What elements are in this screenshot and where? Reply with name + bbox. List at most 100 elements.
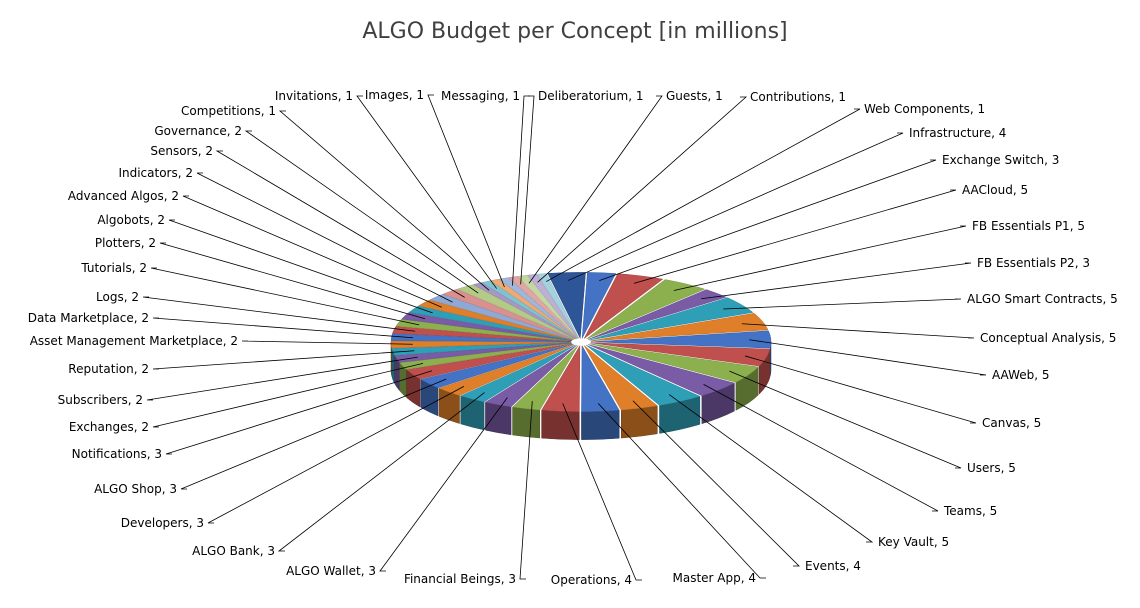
- slice-label: Data Marketplace, 2: [28, 311, 149, 325]
- slice-label: Logs, 2: [96, 290, 139, 304]
- leader-line: [568, 132, 904, 281]
- pie-slice: [442, 289, 575, 340]
- slice-label: Guests, 1: [666, 89, 723, 103]
- leader-line: [159, 242, 426, 320]
- pie-slice: [541, 344, 581, 412]
- pie-slice: [536, 273, 580, 339]
- leader-line: [668, 394, 874, 543]
- slice-label: ALGO Shop, 3: [94, 482, 177, 496]
- slice-label: ALGO Bank, 3: [192, 544, 275, 558]
- pie-slice: [581, 344, 620, 412]
- pie-slice: [511, 345, 579, 411]
- slice-label: Contributions, 1: [750, 90, 846, 104]
- slice-label: Asset Management Marketplace, 2: [30, 334, 238, 348]
- pie-slice: [438, 344, 575, 396]
- slice-label: Web Components, 1: [864, 102, 985, 116]
- leader-line: [182, 195, 442, 308]
- pie-slice: [588, 344, 736, 396]
- pie-slice: [526, 273, 579, 339]
- leader-line: [528, 95, 663, 284]
- pie-slice: [399, 343, 572, 370]
- slice-label: FB Essentials P2, 3: [977, 256, 1090, 270]
- leader-line: [278, 110, 490, 291]
- pie-slice: [590, 312, 769, 342]
- pie-slice: [588, 289, 727, 340]
- leader-line: [744, 355, 977, 424]
- pie-slice: [456, 284, 576, 340]
- leader-line: [701, 262, 972, 300]
- pie-slice: [418, 299, 573, 341]
- slice-label: Competitions, 1: [181, 104, 276, 118]
- pie-slice: [481, 280, 577, 340]
- pie-slice-side: [620, 405, 658, 439]
- leader-line: [597, 403, 766, 579]
- leader-line: [633, 189, 957, 284]
- slice-labels: Infrastructure, 4 Exchange Switch, 3 AAClo…: [28, 88, 1118, 587]
- slice-label: Advanced Algos, 2: [68, 189, 179, 203]
- slice-label: Deliberatorium, 1: [538, 89, 643, 103]
- slice-label: Master App, 4: [672, 571, 756, 585]
- leader-line: [673, 225, 967, 291]
- pie-slice: [406, 343, 573, 380]
- slice-label: Infrastructure, 4: [909, 126, 1006, 140]
- slice-label: Exchanges, 2: [69, 420, 149, 434]
- leader-line: [146, 356, 418, 401]
- pie-slice: [395, 319, 572, 342]
- pie-slice: [408, 305, 573, 341]
- leader-line: [215, 150, 465, 298]
- pie-slice: [586, 344, 701, 406]
- leader-line: [741, 323, 975, 339]
- leader-line: [703, 383, 939, 512]
- leader-line: [241, 340, 413, 345]
- slice-label: Indicators, 2: [118, 166, 193, 180]
- pie-slice-side: [541, 409, 580, 440]
- leader-line: [277, 392, 485, 552]
- slice-label: Subscribers, 2: [58, 393, 143, 407]
- leader-line: [168, 219, 433, 314]
- slice-label: Users, 5: [967, 461, 1016, 475]
- leader-line: [632, 400, 800, 567]
- slice-label: Events, 4: [805, 559, 861, 573]
- pie-slice: [401, 312, 572, 341]
- leader-line: [729, 370, 962, 469]
- leader-line: [180, 378, 447, 490]
- pie-slice: [590, 342, 771, 367]
- leader-line: [427, 94, 505, 288]
- slice-label: Teams, 5: [943, 504, 997, 518]
- leader-line: [519, 401, 533, 580]
- leader-line: [546, 108, 861, 282]
- pie-slice: [590, 330, 772, 349]
- leader-line: [537, 96, 748, 283]
- pie-slice: [586, 279, 706, 340]
- pie-slice: [589, 297, 754, 341]
- leader-line: [599, 159, 937, 281]
- slice-label: Financial Beings, 3: [404, 572, 516, 586]
- pie-slice: [583, 345, 658, 411]
- slice-label: Developers, 3: [121, 516, 204, 530]
- leader-line: [165, 370, 433, 455]
- leader-line: [196, 172, 453, 303]
- leader-line: [142, 296, 416, 332]
- pie-slice-side: [512, 406, 541, 439]
- slice-label: Conceptual Analysis, 5: [980, 331, 1116, 345]
- slice-label: Operations, 4: [551, 573, 632, 587]
- slice-label: AACloud, 5: [962, 183, 1028, 197]
- pie-slice: [498, 277, 578, 339]
- pie-slice: [484, 345, 577, 408]
- leader-line: [356, 95, 497, 289]
- leader-line: [244, 130, 479, 294]
- slice-label: Reputation, 2: [68, 362, 149, 376]
- slice-label: Exchange Switch, 3: [942, 153, 1059, 167]
- pie-slice-side: [581, 409, 620, 440]
- leader-line: [207, 386, 465, 524]
- pie-slice: [472, 282, 576, 340]
- pie-slice: [394, 342, 572, 363]
- chart-title: ALGO Budget per Concept [in millions]: [362, 19, 787, 44]
- slice-label: ALGO Wallet, 3: [286, 564, 376, 578]
- slice-label: Invitations, 1: [275, 89, 353, 103]
- slice-label: Sensors, 2: [150, 144, 213, 158]
- leader-line: [520, 95, 535, 285]
- slice-label: Plotters, 2: [95, 236, 156, 250]
- pie-slice: [390, 340, 572, 349]
